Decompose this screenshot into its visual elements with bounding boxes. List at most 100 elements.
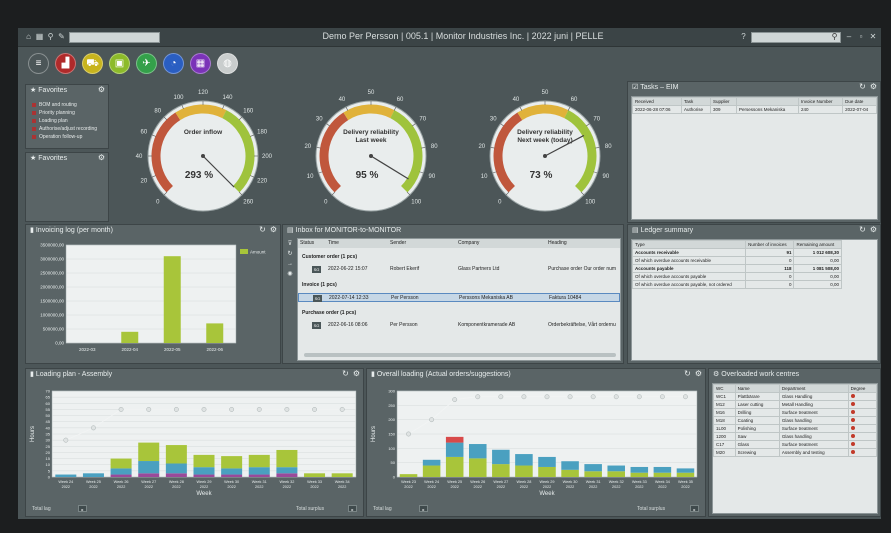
inbox-group-header[interactable]: Invoice (1 pcs)	[302, 282, 337, 288]
load-bar[interactable]	[110, 474, 132, 477]
load-bar[interactable]	[165, 463, 187, 474]
load-bar[interactable]	[422, 465, 441, 477]
settings-icon[interactable]: ⚙	[869, 225, 877, 234]
grid-icon[interactable]: ▦	[35, 32, 44, 41]
load-bar[interactable]	[248, 467, 270, 475]
settings-icon[interactable]: ⚙	[269, 225, 277, 234]
total-lag-button[interactable]: ▸	[419, 505, 428, 512]
column-header[interactable]: Heading	[548, 240, 567, 246]
quick-search-combo[interactable]	[69, 32, 160, 43]
total-surplus-button[interactable]: ▸	[690, 505, 699, 512]
load-bar[interactable]	[653, 472, 672, 477]
load-bar[interactable]	[630, 472, 649, 477]
pie-icon[interactable]: ◔	[163, 53, 184, 74]
load-bar[interactable]	[676, 468, 695, 473]
load-bar[interactable]	[445, 442, 464, 457]
column-header[interactable]: WC	[713, 384, 736, 393]
load-bar[interactable]	[248, 474, 270, 477]
load-bar[interactable]	[248, 454, 270, 468]
total-surplus-button[interactable]: ▸	[348, 505, 357, 512]
column-header[interactable]: Degree	[847, 384, 878, 393]
column-header[interactable]: Type	[631, 240, 747, 249]
column-header[interactable]: Number of invoices	[745, 240, 795, 249]
column-header[interactable]: Remaining amount	[793, 240, 842, 249]
favorites-settings-icon[interactable]: ⚙	[97, 153, 105, 162]
load-bar[interactable]	[653, 466, 672, 473]
column-header[interactable]: Task	[680, 97, 712, 106]
refresh-icon[interactable]: ↻	[342, 369, 349, 378]
cart-icon[interactable]: ⛟	[82, 53, 103, 74]
inbox-message-row[interactable]: SG 2022-07-14 12:33 Per Persson Perssons Me…	[298, 293, 620, 302]
column-header[interactable]	[736, 97, 799, 106]
load-bar[interactable]	[561, 469, 579, 477]
home-icon[interactable]: ⌂	[26, 32, 31, 41]
table-row[interactable]: 1L00 Polishing Surface treatment	[713, 424, 878, 433]
view-icon[interactable]: ◉	[287, 271, 293, 277]
load-bar[interactable]	[607, 471, 625, 477]
settings-icon[interactable]: ⚙	[694, 369, 702, 378]
menu-icon[interactable]: ≡	[28, 53, 49, 74]
table-row[interactable]: WC1 Plattbärare Glass Handling	[713, 392, 878, 401]
load-bar[interactable]	[110, 468, 132, 475]
settings-icon[interactable]: ⚙	[352, 369, 360, 378]
load-bar[interactable]	[445, 436, 464, 443]
briefcase-icon[interactable]: ▣	[109, 53, 130, 74]
plane-icon[interactable]: ✈	[136, 53, 157, 74]
load-bar[interactable]	[584, 464, 602, 472]
load-bar[interactable]	[221, 468, 243, 475]
favorite-item[interactable]: BOM and routing	[32, 101, 77, 109]
table-row[interactable]: 2022-06-28 07:06 Authorise 309 Persessons M…	[632, 105, 877, 114]
column-header[interactable]: Sender	[390, 240, 407, 246]
column-header[interactable]: Invoice Number	[797, 97, 844, 106]
close-button[interactable]: ✕	[869, 32, 877, 41]
invoice-bar[interactable]	[121, 331, 139, 343]
globe-icon[interactable]: ◍	[217, 53, 238, 74]
load-bar[interactable]	[469, 444, 487, 459]
total-lag-button[interactable]: ▸	[78, 505, 87, 512]
column-header[interactable]: Time	[328, 240, 339, 246]
load-bar[interactable]	[165, 473, 187, 477]
invoice-bar[interactable]	[206, 323, 224, 343]
favorite-item[interactable]: Loading plan	[32, 117, 68, 125]
invoice-bar[interactable]	[163, 256, 181, 343]
edit-icon[interactable]: ✎	[58, 32, 65, 41]
load-bar[interactable]	[304, 473, 326, 477]
load-bar[interactable]	[165, 445, 187, 464]
minimize-button[interactable]: –	[846, 32, 852, 41]
table-row[interactable]: M12 Laser cutting Metall Handling	[713, 400, 878, 409]
search-input[interactable]	[751, 32, 841, 43]
load-bar[interactable]	[193, 454, 215, 468]
refresh-icon[interactable]: ↻	[287, 251, 293, 257]
table-row[interactable]: Accounts receivable 91 1 012 608,30	[631, 248, 842, 257]
refresh-icon[interactable]: ↻	[859, 225, 866, 234]
load-bar[interactable]	[193, 467, 215, 475]
column-header[interactable]: Company	[458, 240, 480, 246]
table-row[interactable]: C17 Glass Surface treatment	[713, 440, 878, 449]
pin-icon[interactable]: ⚲	[47, 32, 54, 41]
column-header[interactable]: Status	[300, 240, 315, 246]
forward-icon[interactable]: →	[287, 261, 293, 267]
status-button[interactable]: SG	[312, 322, 321, 329]
favorite-item[interactable]: Priority planning	[32, 109, 75, 117]
status-button[interactable]: SG	[313, 295, 322, 302]
favorite-item[interactable]: Operation follow-up	[32, 133, 82, 141]
load-bar[interactable]	[538, 456, 556, 467]
refresh-icon[interactable]: ↻	[259, 225, 266, 234]
load-bar[interactable]	[538, 466, 556, 477]
table-row[interactable]: Of which overdue accounts payable 0 0,00	[631, 272, 842, 281]
inbox-group-header[interactable]: Customer order (1 pcs)	[302, 254, 358, 260]
load-bar[interactable]	[422, 459, 441, 466]
table-row[interactable]: 1200 Saw Glass handling	[713, 432, 878, 441]
load-bar[interactable]	[331, 473, 353, 477]
load-bar[interactable]	[82, 473, 104, 477]
table-row[interactable]: M20 Screwing Assembly and testing	[713, 448, 878, 457]
load-bar[interactable]	[607, 465, 625, 472]
load-bar[interactable]	[561, 461, 579, 470]
refresh-icon[interactable]: ↻	[684, 369, 691, 378]
refresh-icon[interactable]: ↻	[859, 82, 866, 91]
inbox-group-header[interactable]: Purchase order (1 pcs)	[302, 310, 357, 316]
maximize-button[interactable]: ▫	[859, 32, 863, 41]
load-bar[interactable]	[630, 466, 649, 473]
filter-icon[interactable]: ⊽	[287, 241, 293, 247]
table-row[interactable]: Of which overdue accounts receivable 0 0,0…	[631, 256, 842, 265]
